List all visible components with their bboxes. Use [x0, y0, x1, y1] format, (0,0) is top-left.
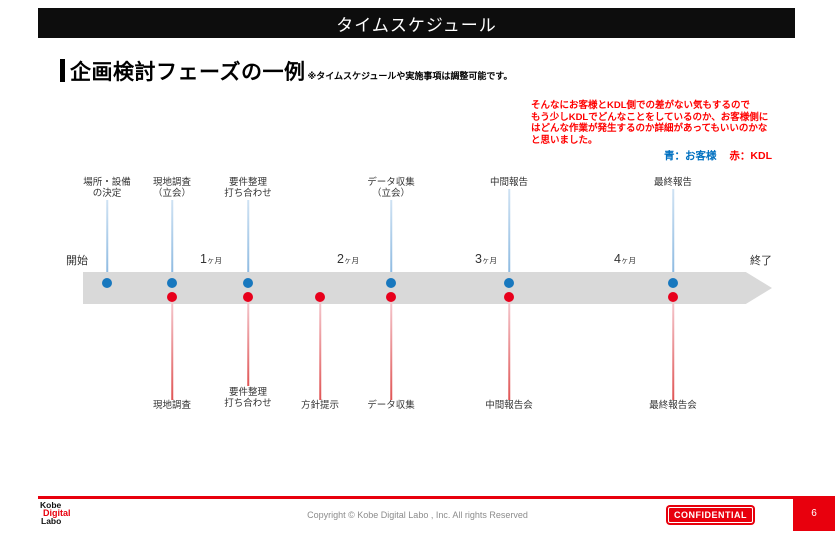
page-number: 6: [793, 496, 835, 531]
bottom-event-label: 現地調査: [152, 400, 192, 412]
timeline-arrow-band: [83, 272, 772, 304]
bottom-event-label: 最終報告会: [649, 400, 697, 412]
kdl-milestone-dot: [243, 292, 253, 302]
timeline-start-label: 開始: [66, 255, 88, 267]
heading-accent-bar: [60, 59, 65, 82]
top-event-label: 中間報告: [489, 177, 529, 189]
event-text: の決定: [92, 187, 122, 199]
company-logo: Kobe Digital Labo: [40, 500, 71, 526]
event-text: 打ち合わせ: [224, 187, 272, 199]
month-unit: ヶ月: [206, 256, 222, 265]
review-annotation: そんなにお客様とKDL側での差がない気もするので もう少しKDLでどんなことをし…: [531, 100, 811, 146]
heading-note: ※タイムスケジュールや実施事項は調整可能です。: [307, 71, 513, 81]
timeline-month-label: 2ヶ月: [337, 252, 359, 266]
connector-line-blue: [390, 200, 392, 278]
month-number: 2: [337, 252, 344, 266]
event-text: 最終報告会: [649, 400, 697, 411]
annotation-line: もう少しKDLでどんなことをしているのか、お客様側に: [531, 111, 769, 123]
month-unit: ヶ月: [620, 256, 636, 265]
top-event-label: 場所・設備 の決定: [83, 177, 131, 199]
event-text: （立会）: [152, 187, 192, 199]
logo-text: Digital: [43, 508, 71, 518]
top-event-label: データ収集 （立会）: [367, 177, 415, 199]
connector-line-red: [247, 302, 249, 386]
event-text: 中間報告: [489, 177, 529, 188]
event-text: 最終報告: [653, 177, 693, 188]
bottom-event-label: 要件整理 打ち合わせ: [224, 387, 272, 409]
event-text: 場所・設備: [83, 177, 131, 188]
page-number-text: 6: [811, 508, 817, 519]
connector-line-blue: [171, 200, 173, 278]
month-unit: ヶ月: [343, 256, 359, 265]
connector-line-red: [171, 302, 173, 400]
connector-line-red: [508, 302, 510, 400]
annotation-line: と思いました。: [531, 134, 598, 146]
top-event-label: 現地調査 （立会）: [152, 177, 192, 199]
customer-milestone-dot: [102, 278, 112, 288]
kdl-milestone-dot: [668, 292, 678, 302]
bottom-event-label: 中間報告会: [485, 400, 533, 412]
event-text: 要件整理: [228, 387, 268, 398]
event-text: 要件整理: [228, 177, 268, 188]
event-text: 中間報告会: [485, 400, 533, 411]
top-event-label: 要件整理 打ち合わせ: [224, 177, 272, 199]
kdl-milestone-dot: [386, 292, 396, 302]
customer-milestone-dot: [504, 278, 514, 288]
customer-milestone-dot: [243, 278, 253, 288]
timeline-month-label: 3ヶ月: [475, 252, 497, 266]
legend-kdl: 赤：KDL: [729, 150, 773, 162]
copyright-text: Copyright © Kobe Digital Labo , Inc. All…: [307, 510, 528, 520]
legend-customer: 青：お客様: [664, 150, 717, 162]
event-text: 現地調査: [152, 400, 192, 411]
customer-milestone-dot: [386, 278, 396, 288]
connector-line-blue: [672, 189, 674, 278]
timeline-end-label: 終了: [750, 255, 772, 267]
month-unit: ヶ月: [481, 256, 497, 265]
connector-line-red: [390, 302, 392, 400]
event-text: 打ち合わせ: [224, 397, 272, 409]
customer-milestone-dot: [167, 278, 177, 288]
month-number: 1: [200, 252, 207, 266]
month-number: 4: [614, 252, 621, 266]
logo-text: Kobe: [40, 500, 62, 510]
annotation-line: はどんな作業が発生するのか詳細があってもいいのかな: [531, 123, 768, 134]
customer-milestone-dot: [668, 278, 678, 288]
kdl-milestone-dot: [167, 292, 177, 302]
bottom-event-label: 方針提示: [300, 400, 340, 412]
connector-line-blue: [247, 200, 249, 278]
bottom-event-label: データ収集: [367, 400, 415, 412]
slide-header-bar: タイムスケジュール: [38, 8, 795, 38]
annotation-line: そんなにお客様とKDL側での差がない気もするので: [531, 100, 751, 111]
event-text: データ収集: [367, 400, 415, 411]
connector-line-red: [319, 302, 321, 400]
confidential-stamp: CONFIDENTIAL: [668, 507, 753, 523]
footer-divider: [38, 496, 793, 499]
heading-title: 企画検討フェーズの一例: [70, 61, 306, 84]
timeline-month-label: 1ヶ月: [200, 252, 222, 266]
section-heading: 企画検討フェーズの一例 ※タイムスケジュールや実施事項は調整可能です。: [60, 56, 513, 86]
timeline-month-label: 4ヶ月: [614, 252, 636, 266]
month-number: 3: [475, 252, 482, 266]
slide-title: タイムスケジュール: [336, 15, 497, 35]
legend: 青：お客様 赤：KDL: [664, 148, 772, 163]
logo-text: Labo: [41, 516, 62, 526]
top-event-label: 最終報告: [653, 177, 693, 189]
event-text: データ収集: [367, 177, 415, 188]
connector-line-blue: [106, 200, 108, 278]
connector-line-red: [672, 302, 674, 400]
event-text: （立会）: [371, 187, 411, 199]
event-text: 方針提示: [300, 400, 340, 411]
kdl-milestone-dot: [504, 292, 514, 302]
connector-line-blue: [508, 189, 510, 278]
event-text: 現地調査: [152, 177, 192, 188]
kdl-milestone-dot: [315, 292, 325, 302]
